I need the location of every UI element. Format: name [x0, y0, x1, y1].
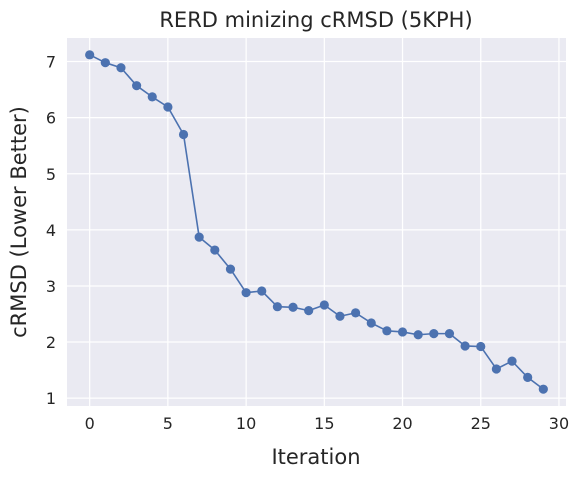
- x-tick-label: 25: [471, 414, 491, 433]
- y-axis-label: cRMSD (Lower Better): [7, 106, 31, 338]
- data-point: [225, 264, 236, 274]
- data-point: [366, 318, 376, 328]
- y-tick-labels: 1 2 3 4 5 6 7: [46, 53, 56, 409]
- x-tick-label: 20: [392, 414, 412, 433]
- data-point: [132, 81, 142, 91]
- data-point: [491, 364, 501, 374]
- data-point: [116, 63, 126, 73]
- data-point: [429, 329, 439, 339]
- data-point: [241, 288, 251, 298]
- data-point: [335, 311, 345, 321]
- data-point: [85, 50, 95, 60]
- data-point: [178, 129, 189, 140]
- x-axis-label: Iteration: [271, 445, 360, 469]
- chart-title: RERD minizing cRMSD (5KPH): [159, 8, 472, 32]
- data-point: [272, 302, 282, 312]
- data-point: [351, 308, 361, 318]
- data-point: [100, 58, 110, 68]
- x-tick-label: 15: [314, 414, 334, 433]
- data-point: [538, 384, 548, 394]
- data-point: [397, 327, 408, 337]
- data-point: [163, 102, 173, 112]
- y-tick-label: 1: [46, 389, 56, 408]
- data-point: [444, 329, 455, 339]
- y-tick-label: 6: [46, 109, 56, 128]
- y-tick-label: 3: [46, 277, 56, 296]
- data-point: [210, 245, 220, 255]
- y-tick-label: 2: [46, 333, 56, 352]
- data-point: [523, 372, 533, 382]
- data-point: [413, 330, 423, 340]
- data-point: [460, 341, 470, 351]
- x-tick-label: 5: [163, 414, 173, 433]
- x-tick-label: 30: [549, 414, 569, 433]
- data-point: [257, 286, 267, 296]
- data-point: [507, 356, 517, 366]
- y-tick-label: 4: [46, 221, 56, 240]
- data-point: [382, 326, 392, 336]
- plot-area: [67, 38, 566, 406]
- data-point: [194, 232, 204, 242]
- data-point: [288, 302, 298, 312]
- x-tick-labels: 0 5 10 15 20 25 30: [85, 414, 570, 433]
- x-tick-label: 0: [85, 414, 95, 433]
- data-point: [147, 92, 157, 102]
- grid: [67, 38, 566, 406]
- y-tick-label: 5: [46, 165, 56, 184]
- data-point: [304, 306, 314, 316]
- x-tick-label: 10: [236, 414, 256, 433]
- series-layer: [85, 50, 548, 394]
- data-point: [476, 341, 486, 352]
- data-point: [319, 300, 329, 310]
- y-tick-label: 7: [46, 53, 56, 72]
